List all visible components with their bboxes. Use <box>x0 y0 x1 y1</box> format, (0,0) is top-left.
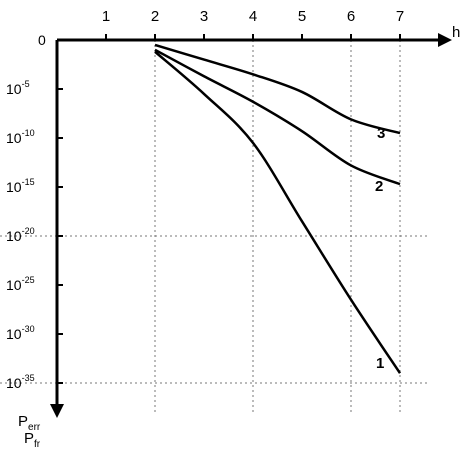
x-tick-label-3: 3 <box>200 8 208 25</box>
y-tick-label-1: 10-5 <box>6 79 30 97</box>
series-label-1: 1 <box>376 355 384 372</box>
series-label-3: 3 <box>377 125 385 142</box>
x-tick-label-5: 5 <box>298 8 306 25</box>
y-tick-label-4: 10-20 <box>6 226 35 244</box>
series-line-3 <box>154 43 401 135</box>
y-axis-label-denominator: Pfr <box>24 430 41 450</box>
y-tick-label-5: 10-25 <box>6 275 35 293</box>
x-tick-label-1: 1 <box>102 8 110 25</box>
series-label-2: 2 <box>375 178 383 195</box>
x-tick-label-6: 6 <box>347 8 355 25</box>
y-axis-label: Perr <box>18 413 41 433</box>
series-line-2 <box>154 48 401 186</box>
y-tick-label-7: 10-35 <box>6 373 35 391</box>
y-tick-label-2: 10-10 <box>6 128 35 146</box>
series-lines: 1 2 3 <box>154 43 402 374</box>
grid-lines <box>0 40 428 412</box>
x-axis-label: h <box>452 24 460 41</box>
axes <box>50 33 452 418</box>
y-tick-label-0: 0 <box>38 32 46 48</box>
x-axis-ticks: 1 2 3 4 5 6 7 <box>102 8 404 40</box>
y-tick-label-6: 10-30 <box>6 324 35 342</box>
y-axis-ticks: 0 10-5 10-10 10-15 10-20 10-25 10-30 10-35 <box>6 32 63 391</box>
x-tick-label-4: 4 <box>249 8 257 25</box>
y-axis-arrow <box>50 404 64 418</box>
x-tick-label-2: 2 <box>151 8 159 25</box>
x-axis-arrow <box>438 33 452 47</box>
y-tick-label-3: 10-15 <box>6 177 35 195</box>
x-tick-label-7: 7 <box>396 8 404 25</box>
axis-labels: h Perr Pfr <box>18 24 460 450</box>
series-line-1 <box>154 50 402 374</box>
